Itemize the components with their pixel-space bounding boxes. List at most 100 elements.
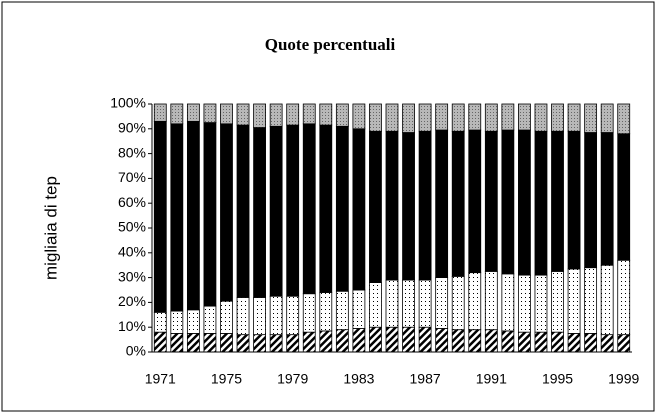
- bar-segment: [153, 331, 167, 353]
- bar-segment: [600, 103, 614, 133]
- bar-segment: [369, 130, 382, 283]
- y-tick-label: 100%: [110, 95, 146, 111]
- y-tick-label: 80%: [118, 144, 146, 160]
- bar-segment: [501, 103, 515, 131]
- bar-segment: [269, 103, 283, 127]
- bar-segment: [468, 103, 482, 131]
- bar-segment: [584, 267, 598, 334]
- bar-segment: [617, 103, 631, 135]
- bar-segment: [567, 103, 581, 132]
- bar-segment: [253, 297, 266, 336]
- bar-segment: [418, 103, 432, 132]
- bar-segment: [335, 103, 349, 127]
- bar-segment: [468, 329, 482, 353]
- bar-segment: [286, 124, 300, 297]
- bar-segment: [534, 130, 548, 276]
- bar-segment: [402, 279, 415, 328]
- bar-segment: [186, 103, 200, 122]
- bar-segment: [600, 334, 614, 353]
- y-tick-label: 0%: [126, 343, 146, 359]
- bar-segment: [153, 103, 167, 122]
- chart-title: Quote percentuali: [265, 35, 396, 54]
- bar-segment: [567, 268, 581, 334]
- bar-segment: [269, 295, 283, 336]
- y-axis-label: migliaia di tep: [41, 176, 60, 280]
- bar-segment: [385, 103, 399, 132]
- bar-segment: [600, 264, 614, 336]
- bar-segment: [501, 273, 515, 332]
- bar-segment: [551, 331, 564, 353]
- x-tick-label: 1991: [476, 371, 507, 387]
- bar-segment: [468, 129, 482, 274]
- bar-segment: [451, 275, 465, 331]
- y-tick-label: 20%: [118, 293, 146, 309]
- bar-segment: [186, 309, 200, 334]
- bar-segment: [584, 132, 598, 269]
- bar-segment: [451, 329, 465, 353]
- bar-segment: [567, 130, 581, 270]
- bar-segment: [402, 132, 415, 281]
- bar-segment: [600, 132, 614, 266]
- y-tick-label: 60%: [118, 194, 146, 210]
- x-tick-label: 1975: [211, 371, 242, 387]
- bar-segment: [484, 103, 498, 132]
- bar-segment: [220, 123, 233, 302]
- x-tick-label: 1987: [410, 371, 441, 387]
- y-tick-label: 50%: [118, 219, 146, 235]
- bar-segment: [617, 133, 631, 261]
- bar-segment: [435, 103, 449, 131]
- x-tick-label: 1999: [608, 371, 639, 387]
- bar-segment: [352, 289, 366, 329]
- bar-segment: [518, 274, 531, 333]
- bar-segment: [269, 334, 283, 353]
- bar-segment: [418, 130, 432, 281]
- bar-segment: [203, 332, 217, 353]
- x-tick-label: 1971: [145, 371, 176, 387]
- bar-segment: [153, 120, 167, 313]
- bar-segment: [402, 103, 415, 133]
- bar-segment: [352, 103, 366, 130]
- bar-segment: [567, 332, 581, 353]
- bar-segment: [335, 125, 349, 292]
- bar-segment: [385, 279, 399, 328]
- bar-segment: [302, 331, 316, 353]
- bar-segment: [319, 330, 333, 353]
- bar-segment: [170, 123, 184, 312]
- y-tick-label: 90%: [118, 120, 146, 136]
- x-tick-label: 1983: [343, 371, 374, 387]
- bar-segment: [286, 103, 300, 126]
- x-tick-label: 1995: [542, 371, 573, 387]
- bar-segment: [319, 103, 333, 126]
- bar-segment: [203, 103, 217, 124]
- bar-segment: [435, 277, 449, 329]
- bar-segment: [518, 103, 531, 131]
- bar-segment: [170, 332, 184, 353]
- bar-segment: [385, 326, 399, 353]
- bar-segment: [534, 103, 548, 132]
- bar-segment: [551, 270, 564, 333]
- bar-segment: [584, 332, 598, 353]
- bar-segment: [253, 334, 266, 353]
- bar-segment: [551, 130, 564, 272]
- bar-segment: [269, 125, 283, 297]
- bar-segment: [402, 326, 415, 353]
- bar-segment: [170, 310, 184, 334]
- bar-segment: [501, 129, 515, 275]
- bar-segment: [319, 292, 333, 332]
- bar-segment: [319, 124, 333, 293]
- bar-segment: [253, 103, 266, 128]
- bar-segment: [484, 130, 498, 272]
- bar-segment: [369, 326, 382, 353]
- bar-segment: [236, 334, 250, 353]
- bar-segment: [236, 124, 250, 298]
- bar-segment: [236, 297, 250, 336]
- bar-segment: [335, 290, 349, 331]
- bar-segment: [302, 293, 316, 333]
- y-tick-label: 70%: [118, 169, 146, 185]
- bar-segment: [534, 331, 548, 353]
- y-tick-label: 40%: [118, 244, 146, 260]
- bar-segment: [451, 103, 465, 132]
- bar-segment: [534, 274, 548, 333]
- bar-segment: [220, 332, 233, 353]
